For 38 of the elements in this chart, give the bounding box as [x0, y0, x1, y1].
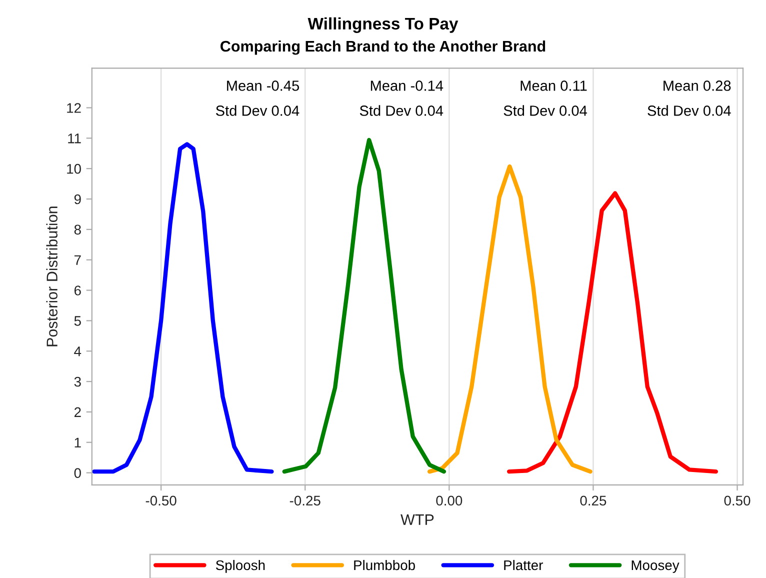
- y-tick-label: 8: [74, 224, 81, 235]
- chart-subtitle: Comparing Each Brand to the Another Brand: [220, 40, 546, 55]
- legend-label: Platter: [504, 560, 543, 570]
- y-tick-label: 9: [74, 194, 81, 204]
- y-tick-label: 10: [67, 164, 81, 174]
- y-tick-label: 12: [67, 103, 81, 113]
- line-series: [507, 191, 718, 474]
- annotation: Mean 0.28: [664, 80, 731, 91]
- legend-label: Sploosh: [216, 560, 265, 573]
- y-tick-label: 1: [74, 438, 81, 448]
- y-tick-label: 5: [74, 316, 81, 326]
- line-series: [92, 142, 274, 474]
- y-tick-label: 7: [74, 255, 81, 265]
- annotation: Std Dev 0.04: [216, 105, 300, 116]
- y-tick-label: 4: [74, 346, 82, 356]
- line-series: [427, 164, 592, 474]
- x-tick-label: 0.25: [580, 496, 606, 506]
- x-tick-label: 0.00: [436, 496, 462, 506]
- y-tick-label: 6: [74, 286, 81, 296]
- annotation: Mean -0.14: [370, 80, 444, 91]
- y-tick-label: 2: [74, 407, 81, 417]
- x-tick-label: -0.25: [290, 496, 320, 506]
- y-tick-label: 3: [74, 376, 81, 387]
- y-tick-label: 11: [68, 134, 81, 144]
- legend-label: Moosey: [632, 560, 680, 573]
- legend-label: Plumbbob: [354, 560, 415, 570]
- x-tick-label: -0.50: [146, 496, 176, 506]
- annotation: Std Dev 0.04: [360, 105, 444, 116]
- chart-title: Willingness To Pay: [308, 17, 458, 33]
- x-axis-title: WTP: [400, 514, 434, 525]
- annotation: Mean 0.11: [520, 80, 587, 91]
- annotation: Std Dev 0.04: [504, 105, 587, 116]
- annotation: Std Dev 0.04: [648, 105, 731, 116]
- x-tick-label: 0.50: [724, 496, 750, 506]
- y-axis-title: Posterior Distribution: [46, 206, 58, 346]
- line-series: [282, 138, 446, 474]
- annotation: Mean -0.45: [227, 80, 300, 91]
- y-tick-label: 0: [74, 468, 81, 478]
